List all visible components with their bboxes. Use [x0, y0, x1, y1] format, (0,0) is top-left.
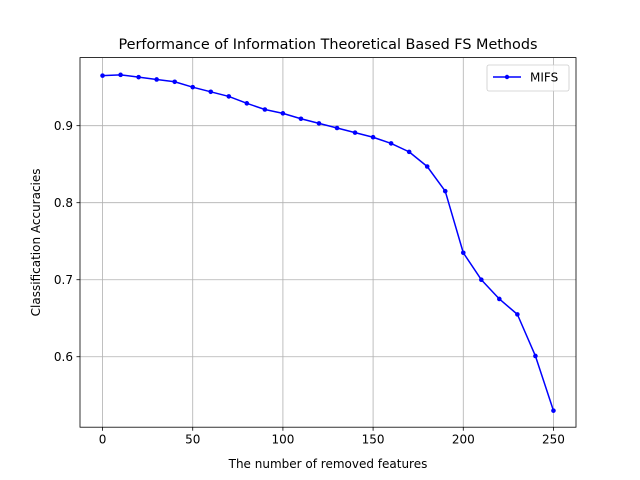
- data-point-mifs: [100, 73, 105, 78]
- y-tick-label: 0.9: [54, 119, 73, 133]
- data-point-mifs: [280, 111, 286, 116]
- data-point-mifs: [479, 277, 484, 283]
- data-point-mifs: [118, 72, 123, 78]
- data-point-mifs: [551, 408, 556, 413]
- data-point-mifs: [208, 89, 214, 95]
- legend-label-mifs: MIFS: [530, 71, 558, 85]
- data-point-mifs: [262, 107, 268, 112]
- series-line-mifs: [102, 74, 555, 411]
- y-tick-label: 0.6: [54, 350, 73, 364]
- legend-box: [486, 64, 570, 92]
- data-point-mifs: [172, 79, 177, 85]
- tick-layer: 0 50 100 150 200 250 0.6 0.7 0.8 0.9: [54, 119, 565, 447]
- data-point-mifs: [442, 188, 448, 194]
- y-tick-label: 0.7: [54, 273, 73, 287]
- x-tick-label: 50: [185, 433, 200, 447]
- data-point-mifs: [136, 74, 141, 80]
- data-point-mifs: [334, 125, 340, 131]
- y-axis-label: Classification Accuracies: [29, 168, 43, 316]
- series-layer: [100, 72, 556, 413]
- y-tick-label: 0.8: [54, 196, 73, 210]
- data-point-mifs: [226, 94, 232, 99]
- x-axis-label: The number of removed features: [228, 457, 428, 471]
- data-point-mifs: [190, 84, 196, 90]
- data-point-mifs: [406, 149, 412, 155]
- data-point-mifs: [533, 353, 538, 359]
- data-point-mifs: [497, 296, 502, 302]
- data-point-mifs: [424, 164, 430, 169]
- data-point-mifs: [244, 101, 250, 106]
- data-point-mifs: [316, 121, 322, 126]
- data-point-mifs: [352, 130, 358, 135]
- data-point-mifs: [370, 134, 376, 140]
- data-point-mifs: [460, 250, 466, 256]
- data-point-mifs: [388, 141, 394, 146]
- x-tick-label: 100: [271, 433, 294, 447]
- legend-marker-mifs: [504, 74, 510, 80]
- legend: MIFS: [486, 64, 570, 92]
- x-tick-label: 200: [452, 433, 475, 447]
- data-point-mifs: [298, 116, 304, 122]
- x-tick-label: 250: [542, 433, 565, 447]
- data-point-mifs: [515, 312, 520, 317]
- plot-frame: [79, 57, 577, 428]
- data-point-mifs: [154, 77, 159, 82]
- x-tick-label: 0: [99, 433, 107, 447]
- chart-title: Performance of Information Theoretical B…: [118, 37, 537, 53]
- x-tick-label: 150: [362, 433, 385, 447]
